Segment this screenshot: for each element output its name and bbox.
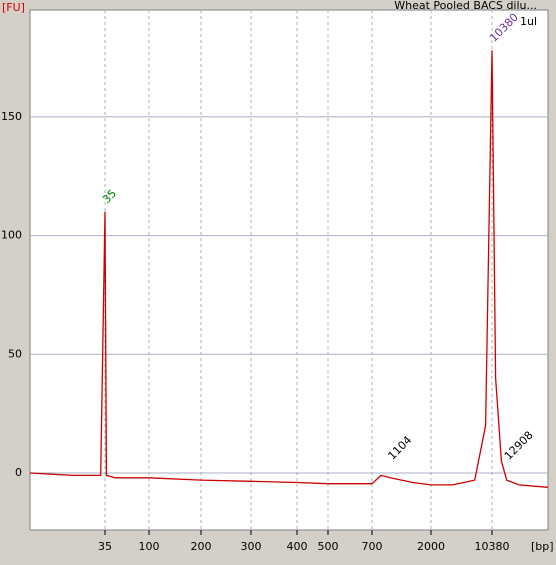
x-tick-label: 35: [98, 540, 112, 553]
x-tick-label: 700: [362, 540, 383, 553]
y-tick-label: 150: [1, 110, 22, 123]
y-tick-label: 50: [8, 347, 22, 360]
trace-line: [29, 50, 549, 488]
x-tick-label: 300: [241, 540, 262, 553]
y-tick-label: 100: [1, 229, 22, 242]
chart-subtitle: 1ul: [520, 15, 537, 28]
x-tick-label: 200: [191, 540, 212, 553]
x-axis-label: [bp]: [531, 540, 554, 553]
x-tick-label: 100: [139, 540, 160, 553]
y-tick-label: 0: [15, 466, 22, 479]
plot-area: [29, 9, 549, 531]
x-tick-label: 400: [287, 540, 308, 553]
x-tick-label: 10380: [475, 540, 510, 553]
y-axis-label: [FU]: [2, 1, 25, 14]
x-tick-label: 2000: [417, 540, 445, 553]
x-tick-label: 500: [318, 540, 339, 553]
chart-title: Wheat Pooled BACS dilu...: [394, 0, 537, 12]
